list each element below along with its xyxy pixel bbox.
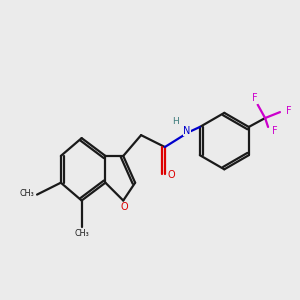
Text: F: F (272, 126, 278, 136)
Text: N: N (184, 126, 191, 136)
Text: F: F (252, 93, 257, 103)
Text: CH₃: CH₃ (19, 189, 34, 198)
Text: H: H (172, 117, 179, 126)
Text: F: F (286, 106, 292, 116)
Text: CH₃: CH₃ (75, 229, 90, 238)
Text: O: O (168, 170, 175, 180)
Text: O: O (120, 202, 128, 212)
